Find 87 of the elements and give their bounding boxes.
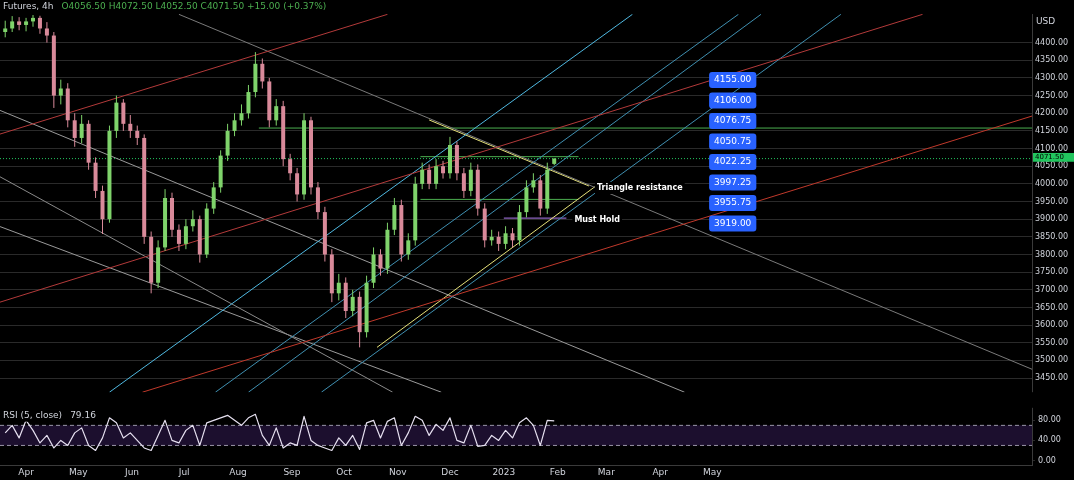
candlestick (44, 21, 49, 44)
y-tick-label: 4050.00 (1035, 161, 1069, 171)
y-tick-label: 4200.00 (1035, 108, 1069, 118)
annotation: 3919.00 (714, 217, 752, 228)
candlestick (79, 114, 84, 144)
annotation: 4106.00 (714, 94, 752, 105)
y-tick-label: 4000.00 (1035, 178, 1069, 188)
candlestick (128, 114, 133, 139)
y-tick-label: 4350.00 (1035, 55, 1069, 65)
candlestick (135, 125, 140, 146)
y-tick-label: 3650.00 (1035, 302, 1069, 312)
x-tick-label: Jun (124, 466, 140, 477)
x-tick-label: Jul (177, 466, 190, 477)
candlestick (503, 225, 508, 250)
candlestick (183, 218, 188, 250)
y-tick-label: 4100.00 (1035, 143, 1069, 153)
candlestick (190, 209, 195, 233)
candlestick (406, 232, 411, 261)
y-tick-label: 3950.00 (1035, 196, 1069, 206)
y-tick-label: 3500.00 (1035, 355, 1069, 365)
candlestick (211, 181, 216, 215)
candlestick (17, 16, 22, 31)
candlestick (468, 162, 473, 197)
x-tick-label: Feb (549, 466, 566, 477)
series-label: Must Hold (574, 215, 621, 225)
candlestick (232, 112, 237, 137)
candlestick (510, 227, 515, 248)
candlestick (24, 17, 29, 32)
annotation: 4022.25 (714, 156, 752, 167)
y-tick-label: 3900.00 (1035, 214, 1069, 224)
x-tick-label: Oct (336, 466, 353, 477)
x-tick-label: Dec (441, 466, 459, 477)
y-tick-label: 3550.00 (1035, 337, 1069, 347)
x-tick-label: Sep (283, 466, 301, 477)
chart-title: RSI (5, close) (3, 410, 63, 421)
annotation: 79.16 (70, 410, 97, 421)
x-tick-label: Aug (229, 466, 247, 477)
candlestick (288, 153, 293, 181)
annotation: 3955.75 (714, 197, 752, 208)
y-tick-label: 4300.00 (1035, 72, 1069, 82)
candlestick (434, 158, 439, 190)
y-tick-label: 3700.00 (1035, 284, 1069, 294)
y-tick-label: 80.00 (1038, 415, 1061, 425)
annotation: 4155.00 (714, 74, 752, 85)
candlestick (427, 163, 432, 190)
y-tick-label: 3750.00 (1035, 267, 1069, 277)
y-tick-label: 4150.00 (1035, 125, 1069, 135)
x-tick-label: May (68, 466, 89, 477)
y-axis-title: USD (1036, 16, 1056, 27)
y-tick-label: 3600.00 (1035, 320, 1069, 330)
candlestick (461, 167, 466, 199)
candlestick (176, 223, 181, 252)
y-tick-label: 3800.00 (1035, 249, 1069, 259)
chart-subtitle: O4056.50 H4072.50 L4052.50 C4071.50 +15.00 (+0.37%) (61, 1, 327, 12)
y-tick-label: 3450.00 (1035, 373, 1069, 383)
x-tick-label: Nov (389, 466, 408, 477)
y-tick-label: 40.00 (1038, 435, 1061, 445)
candlestick (58, 79, 63, 105)
y-tick-label: 4400.00 (1035, 37, 1069, 47)
x-tick-label: 2023 (492, 466, 516, 477)
x-tick-label: Apr (652, 466, 669, 477)
candlestick (336, 273, 341, 301)
candlestick (37, 15, 42, 35)
candlestick (274, 98, 279, 127)
candlestick (531, 172, 536, 194)
candlestick (441, 160, 446, 180)
x-tick-label: Apr (18, 466, 35, 477)
candlestick (239, 103, 244, 127)
y-tick-label: 4250.00 (1035, 90, 1069, 100)
candlestick (121, 98, 126, 132)
candlestick (420, 162, 425, 190)
candlestick (378, 248, 383, 277)
annotation: 3997.25 (714, 176, 752, 187)
y-tick-label: 0.00 (1038, 455, 1056, 465)
candlestick (72, 112, 77, 148)
candlestick (260, 57, 265, 90)
candlestick (295, 167, 300, 203)
chart-title: Futures, 4h (3, 1, 54, 12)
annotation: 4050.75 (714, 135, 752, 146)
x-tick-label: May (703, 466, 723, 477)
candlestick (496, 231, 501, 252)
x-tick-label: Mar (597, 466, 616, 477)
candlestick (246, 84, 251, 120)
annotation: 4076.75 (714, 115, 752, 126)
y-tick-label: 3850.00 (1035, 231, 1069, 241)
candlestick (350, 289, 355, 317)
series-label: Triangle resistance (596, 183, 684, 193)
